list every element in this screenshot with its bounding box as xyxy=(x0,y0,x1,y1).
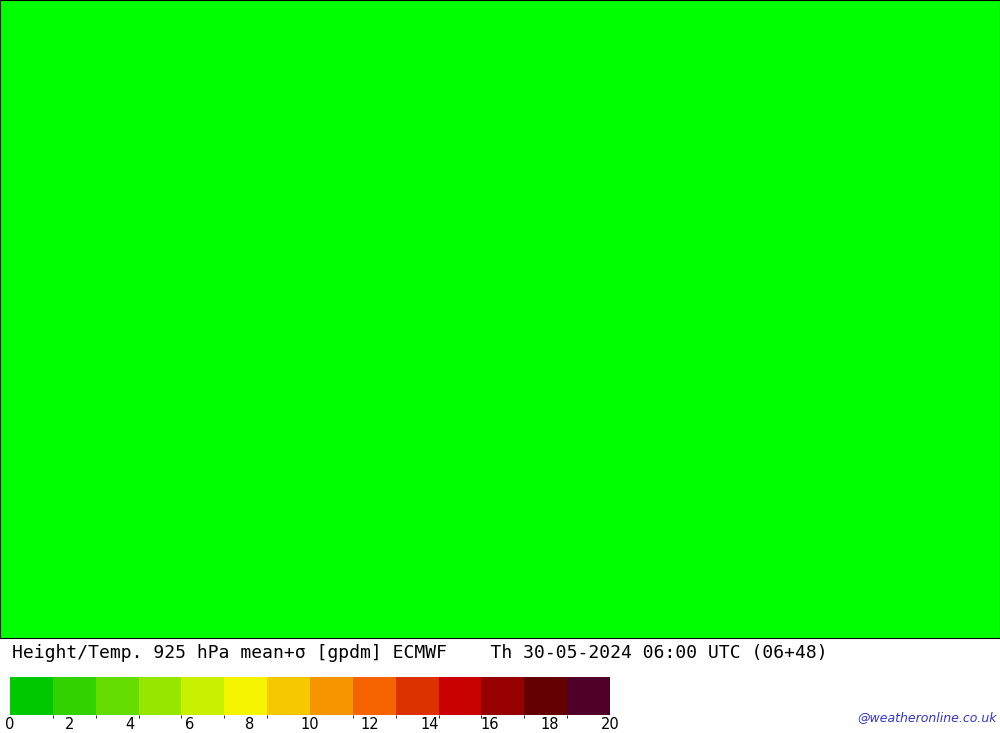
Text: @weatheronline.co.uk: @weatheronline.co.uk xyxy=(858,711,997,724)
Text: Height/Temp. 925 hPa mean+σ [gpdm] ECMWF    Th 30-05-2024 06:00 UTC (06+48): Height/Temp. 925 hPa mean+σ [gpdm] ECMWF… xyxy=(12,644,828,662)
